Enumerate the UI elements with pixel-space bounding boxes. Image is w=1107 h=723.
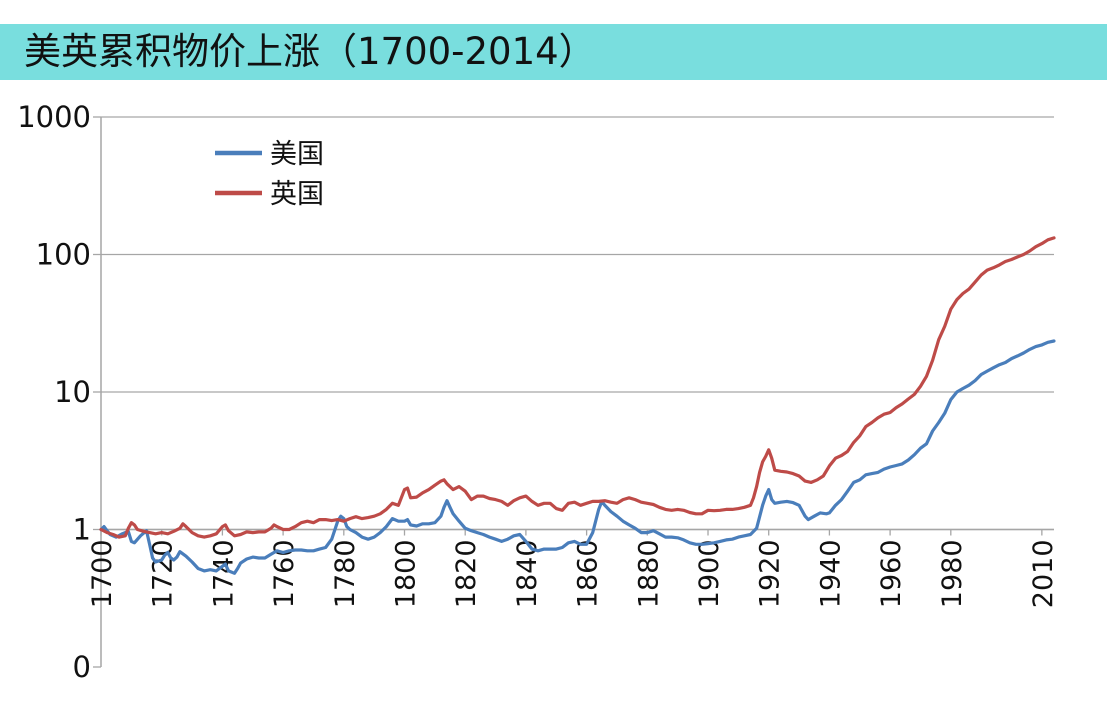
y-tick-label: 1 <box>73 513 91 547</box>
chart-title: 美英累积物价上涨（1700-2014） <box>24 30 596 73</box>
series-layer <box>99 236 1056 575</box>
y-tick-label: 0 <box>73 650 91 684</box>
y-tick-label: 10 <box>54 375 91 409</box>
series-line-us <box>99 339 1056 575</box>
y-tick-label: 100 <box>36 238 91 272</box>
grid-lines <box>101 116 1054 531</box>
x-tick-label: 1880 <box>633 540 664 609</box>
series-line-uk <box>99 236 1056 539</box>
x-tick-label: 1780 <box>330 540 361 609</box>
title-bar: 美英累积物价上涨（1700-2014） <box>0 24 1107 80</box>
x-tick-label: 1960 <box>876 540 907 609</box>
x-tick-label: 2010 <box>1028 540 1059 609</box>
x-tick-label: 1940 <box>815 540 846 609</box>
x-tick-label: 1860 <box>573 540 604 609</box>
x-tick-label: 1820 <box>451 540 482 609</box>
axes <box>93 116 1054 668</box>
legend-label-uk: 英国 <box>270 179 324 210</box>
x-tick-label: 1700 <box>87 540 118 609</box>
x-tick-label: 1920 <box>755 540 786 609</box>
legend-label-us: 美国 <box>270 139 324 170</box>
x-tick-label: 1900 <box>694 540 725 609</box>
y-tick-label: 1000 <box>17 100 91 134</box>
x-tick-label: 1720 <box>148 540 179 609</box>
x-tick-label: 1980 <box>937 540 968 609</box>
y-axis-ticks: 0 1 10 100 1000 <box>17 100 91 684</box>
x-tick-label: 1800 <box>391 540 422 609</box>
